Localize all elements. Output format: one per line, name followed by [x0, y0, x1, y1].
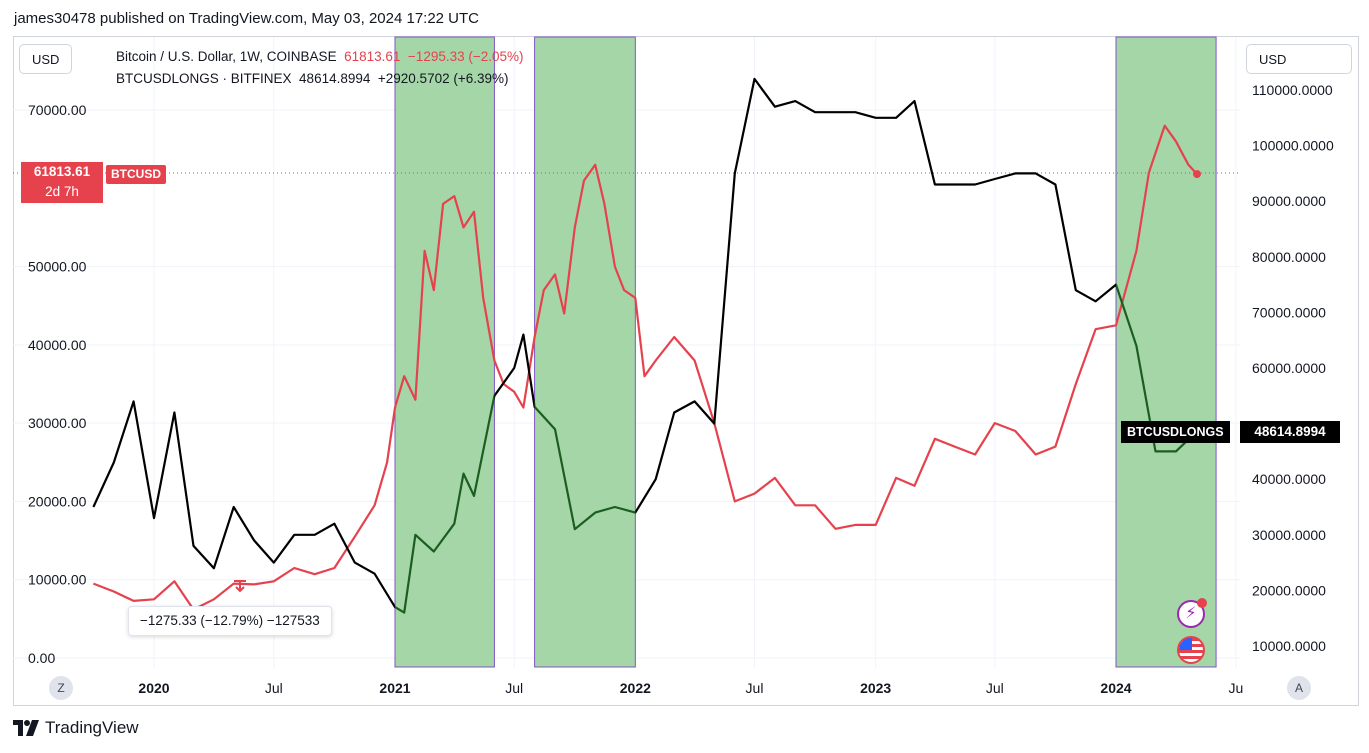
legend-second[interactable]: BTCUSDLONGS · BITFINEX 48614.8994 +2920.…	[116, 71, 509, 86]
notification-dot	[1197, 598, 1207, 608]
time-axis-tick-4: 2022	[620, 680, 651, 696]
lightning-icon[interactable]: ⚡	[1177, 598, 1207, 628]
highlight-zone-2	[534, 36, 636, 668]
left-currency-button[interactable]: USD	[19, 44, 73, 74]
time-axis-tick-2: 2021	[379, 680, 410, 696]
tradingview-logo-icon	[13, 720, 39, 736]
left-price-axis: 0.00 10000.00 20000.00 30000.00 40000.00 5000…	[28, 102, 87, 666]
left-axis-tick-0: 0.00	[28, 650, 55, 666]
time-axis-tick-1: Jul	[265, 680, 283, 696]
left-axis-tick-4: 40000.00	[28, 337, 87, 353]
last-price-tag: 61813.61 2d 7h	[21, 162, 103, 203]
time-axis-tick-0: 2020	[138, 680, 169, 696]
publisher-bar: james30478 published on TradingView.com,…	[14, 10, 480, 27]
right-axis-tick-1: 20000.0000	[1252, 582, 1326, 598]
left-axis-tick-1: 10000.00	[28, 572, 87, 588]
btcusd-last-point	[1192, 170, 1201, 179]
right-axis-tick-7: 90000.0000	[1252, 193, 1326, 209]
flag-canton	[1179, 638, 1192, 650]
time-axis-tick-8: 2024	[1100, 680, 1131, 696]
time-axis-tick-3: Jul	[505, 680, 523, 696]
tradingview-brand: TradingView	[45, 718, 139, 737]
us-flag-icon[interactable]	[1177, 636, 1205, 664]
last-price-value: 61813.61	[33, 164, 91, 179]
highlight-zone-3	[1115, 36, 1217, 668]
right-axis-tick-5: 70000.0000	[1252, 304, 1326, 320]
legend-main[interactable]: Bitcoin / U.S. Dollar, 1W, COINBASE 6181…	[116, 49, 524, 64]
right-axis-tick-6: 80000.0000	[1252, 249, 1326, 265]
tradingview-footer[interactable]: TradingView	[13, 718, 139, 738]
zoom-button[interactable]: Z	[49, 676, 73, 700]
right-axis-tick-9: 110000.0000	[1252, 82, 1333, 98]
right-price-axis: 10000.0000 20000.0000 30000.0000 40000.0000…	[1252, 82, 1334, 654]
right-axis-tick-0: 10000.0000	[1252, 638, 1326, 654]
left-axis-tick-5: 50000.00	[28, 259, 87, 275]
time-axis-tick-5: Jul	[746, 680, 764, 696]
legend-main-change: −1295.33 (−2.05%)	[407, 49, 524, 64]
right-axis-tick-4: 60000.0000	[1252, 360, 1326, 376]
btcusdlongs-last-value: 48614.8994	[1240, 421, 1340, 443]
legend-main-title: Bitcoin / U.S. Dollar, 1W, COINBASE	[116, 49, 337, 64]
btcusd-symbol-label: BTCUSD	[106, 165, 166, 184]
time-axis-tick-7: Jul	[986, 680, 1004, 696]
time-axis: 2020 Jul 2021 Jul 2022 Jul 2023 Jul 2024 Ju	[138, 680, 1243, 696]
legend-second-change: +2920.5702 (+6.39%)	[377, 71, 509, 86]
left-axis-tick-3: 30000.00	[28, 415, 87, 431]
time-axis-tick-9: Ju	[1228, 680, 1243, 696]
btcusdlongs-symbol-label: BTCUSDLONGS	[1121, 421, 1230, 443]
down-arrow-marker	[234, 580, 246, 593]
measure-tooltip: −1275.33 (−12.79%) −127533	[128, 606, 332, 636]
bar-countdown: 2d 7h	[45, 184, 79, 199]
auto-scale-button[interactable]: A	[1287, 676, 1311, 700]
time-axis-tick-6: 2023	[860, 680, 891, 696]
highlight-zones	[394, 36, 1217, 668]
left-axis-tick-2: 20000.00	[28, 493, 87, 509]
legend-main-price: 61813.61	[344, 49, 401, 64]
btcusdlongs-line	[92, 77, 1198, 614]
right-axis-tick-8: 100000.0000	[1252, 138, 1334, 154]
right-currency-button[interactable]: USD	[1246, 44, 1352, 74]
btcusd-line	[93, 124, 1198, 611]
right-axis-tick-3: 40000.0000	[1252, 471, 1326, 487]
legend-second-price: 48614.8994	[299, 71, 371, 86]
left-axis-tick-6: 70000.00	[28, 102, 87, 118]
right-axis-tick-2: 30000.0000	[1252, 527, 1326, 543]
legend-second-title: BTCUSDLONGS · BITFINEX	[116, 71, 292, 86]
